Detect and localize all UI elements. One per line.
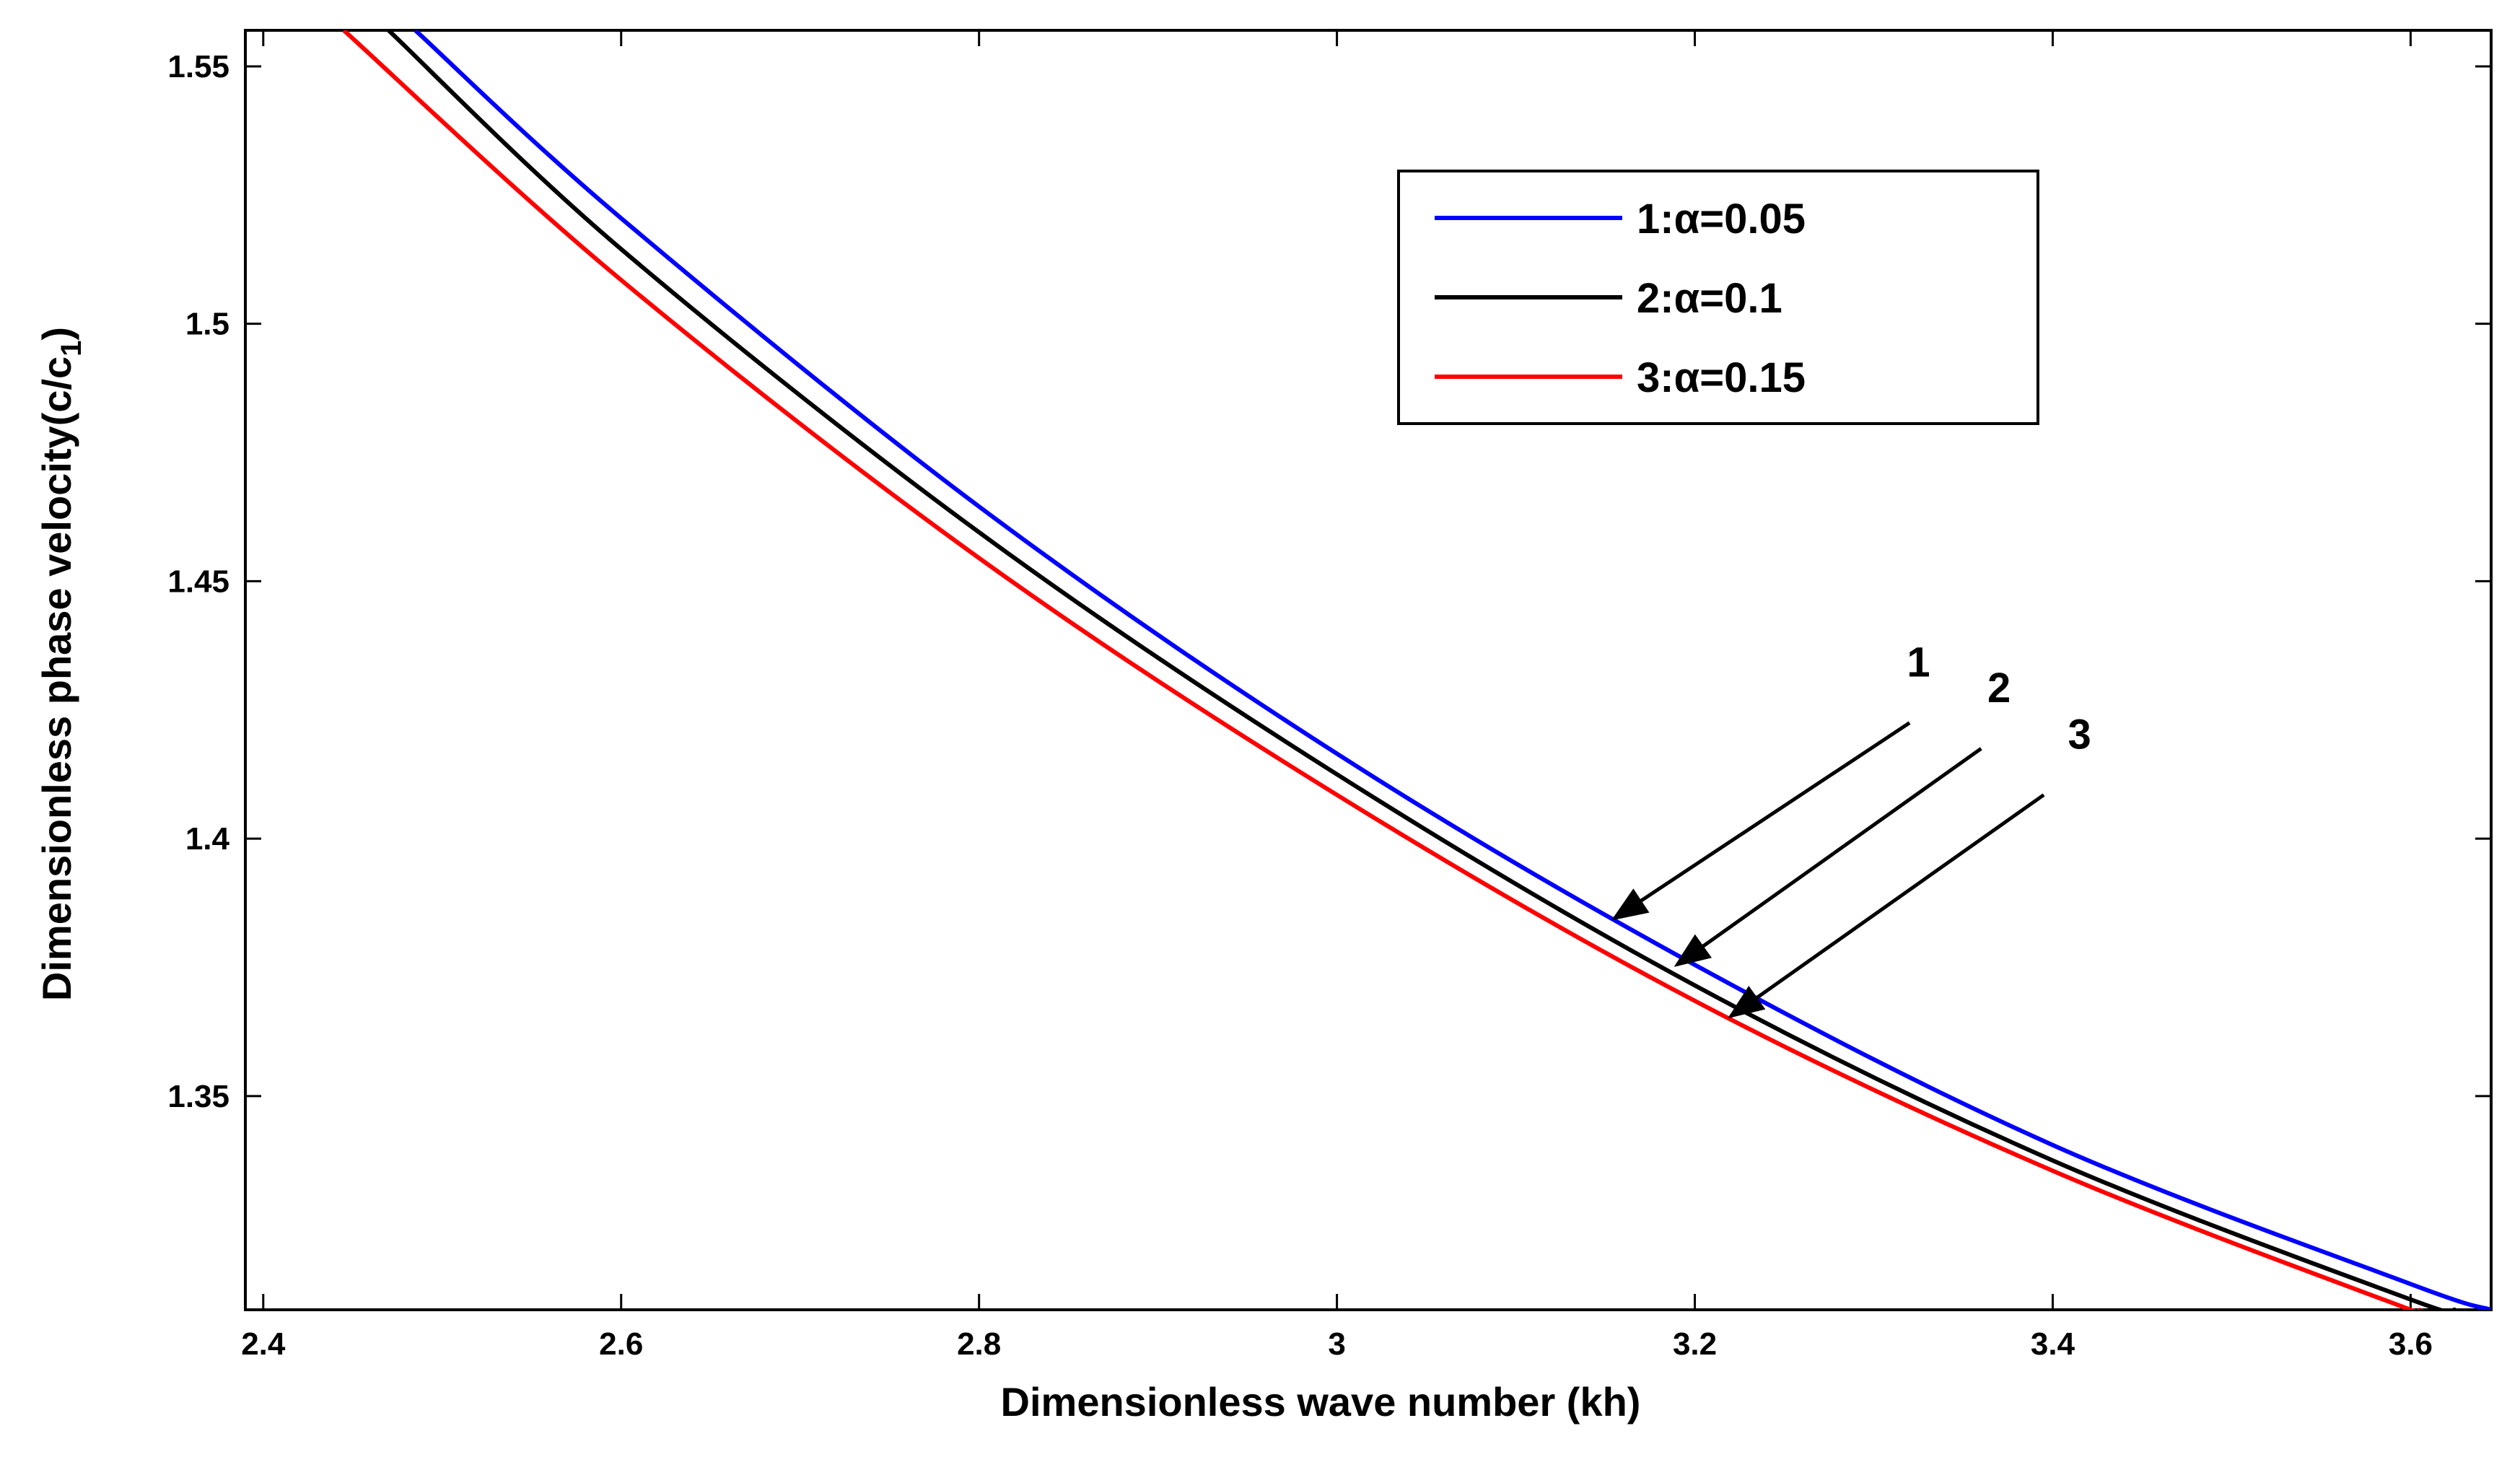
annotation-group: 1 2 3 (1611, 639, 2091, 1019)
y-tick-label: 1.45 (167, 564, 229, 599)
y-axis-label-close: ) (34, 327, 79, 341)
ticks-group: 2.4 2.6 2.8 3 3.2 3.4 3.6 1.35 1.4 1.45 1.5 1.55 (167, 30, 2491, 1362)
x-tick-label: 2.4 (241, 1326, 286, 1362)
legend-label-series-3: 3:α=0.15 (1637, 354, 1806, 401)
plot-group (244, 29, 2493, 1311)
series-line-3 (342, 30, 2425, 1310)
x-tick-label: 2.6 (599, 1326, 643, 1362)
x-axis-label: Dimensionless wave number (kh) (1001, 1379, 1641, 1425)
series-group (342, 30, 2491, 1310)
y-axis-label-main: Dimensionless phase velocity(c/c (34, 356, 79, 1001)
x-tick-label: 3.4 (2031, 1326, 2075, 1362)
x-tick-label: 3.6 (2389, 1326, 2433, 1362)
y-tick-label: 1.5 (185, 307, 229, 342)
series-line-2 (387, 30, 2456, 1310)
x-tick-label: 2.8 (957, 1326, 1001, 1362)
x-tick-label: 3.2 (1673, 1326, 1717, 1362)
y-tick-label: 1.35 (167, 1079, 229, 1114)
annotation-arrow-2 (1674, 747, 1982, 967)
y-axis-label-subscript: 1 (56, 341, 87, 356)
legend: 1:α=0.05 2:α=0.1 3:α=0.15 (1397, 170, 2039, 425)
series-line-1 (414, 30, 2491, 1310)
legend-label-series-2: 2:α=0.1 (1637, 275, 1782, 322)
annotation-label-2: 2 (1987, 665, 2011, 712)
annotation-label-1: 1 (1907, 639, 1930, 686)
plot-frame (244, 29, 2493, 1311)
x-tick-label: 3 (1328, 1326, 1345, 1362)
y-axis-label: Dimensionless phase velocity(c/c1) (34, 327, 87, 1001)
annotation-arrow-3 (1728, 793, 2045, 1019)
annotation-arrow-1 (1611, 721, 1911, 921)
annotation-label-3: 3 (2068, 711, 2091, 758)
y-tick-label: 1.55 (167, 49, 229, 84)
legend-label-series-1: 1:α=0.05 (1637, 196, 1806, 242)
y-tick-label: 1.4 (185, 821, 230, 857)
